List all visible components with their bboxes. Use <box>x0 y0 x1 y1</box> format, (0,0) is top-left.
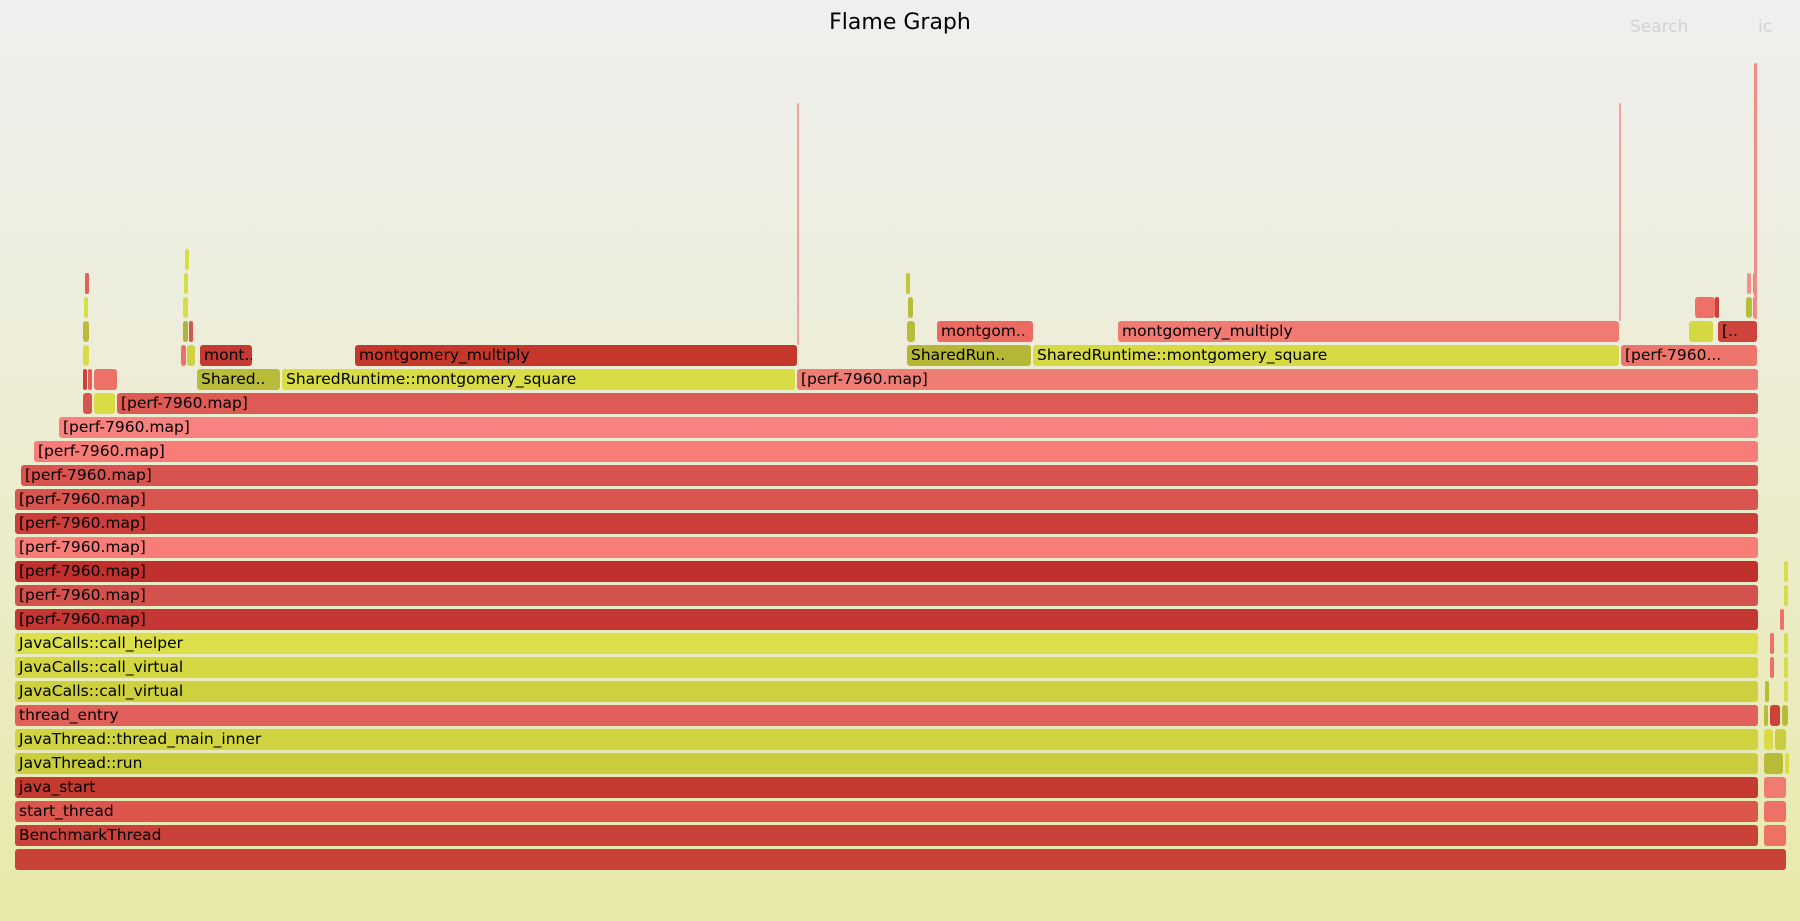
flame-frame[interactable]: [perf-7960... <box>1621 345 1757 366</box>
flame-frame[interactable]: [perf-7960.map] <box>15 489 1758 510</box>
flame-frame-unlabeled[interactable] <box>94 369 117 390</box>
flame-frame-unlabeled[interactable] <box>1770 705 1780 726</box>
flame-frame-unlabeled[interactable] <box>907 321 915 342</box>
flame-spike[interactable] <box>1754 63 1757 319</box>
flame-frame[interactable]: Shared.. <box>197 369 280 390</box>
flame-frame-unlabeled[interactable] <box>83 369 87 390</box>
flame-frame-unlabeled[interactable] <box>908 297 913 318</box>
flame-frame-unlabeled[interactable] <box>1689 321 1713 342</box>
flame-frame[interactable]: [perf-7960.map] <box>21 465 1758 486</box>
flame-frame-unlabeled[interactable] <box>1764 753 1783 774</box>
flame-frame-unlabeled[interactable] <box>1775 729 1786 750</box>
flame-frame[interactable]: [perf-7960.map] <box>117 393 1758 414</box>
flame-frame-unlabeled[interactable] <box>1764 705 1768 726</box>
flame-frame-unlabeled[interactable] <box>183 297 188 318</box>
flame-frame-unlabeled[interactable] <box>1764 777 1786 798</box>
flame-frame[interactable]: SharedRun.. <box>907 345 1031 366</box>
flame-frame[interactable]: [.. <box>1718 321 1757 342</box>
flame-frame-unlabeled[interactable] <box>94 393 115 414</box>
flame-frame-unlabeled[interactable] <box>187 345 195 366</box>
flame-frame-unlabeled[interactable] <box>1770 633 1774 654</box>
flame-frame-unlabeled[interactable] <box>1695 297 1715 318</box>
flame-frame-unlabeled[interactable] <box>1747 273 1751 294</box>
partial-text-label: ic <box>1758 17 1773 37</box>
flame-frame[interactable]: SharedRuntime::montgomery_square <box>282 369 795 390</box>
flame-frame[interactable]: [perf-7960.map] <box>59 417 1758 438</box>
flame-frame-unlabeled[interactable] <box>83 321 89 342</box>
flame-frame[interactable]: JavaCalls::call_virtual <box>15 681 1758 702</box>
flame-frame-unlabeled[interactable] <box>83 393 92 414</box>
flame-frame-unlabeled[interactable] <box>1764 801 1786 822</box>
flame-frame-unlabeled[interactable] <box>1782 705 1788 726</box>
flame-frame-unlabeled[interactable] <box>1746 297 1752 318</box>
flame-frame[interactable]: [perf-7960.map] <box>15 513 1758 534</box>
flame-frame[interactable]: JavaCalls::call_helper <box>15 633 1758 654</box>
flame-frame[interactable]: [perf-7960.map] <box>34 441 1758 462</box>
flame-frame[interactable]: JavaThread::run <box>15 753 1758 774</box>
flame-frame[interactable]: JavaThread::thread_main_inner <box>15 729 1758 750</box>
page-title: Flame Graph <box>829 10 971 35</box>
search-button[interactable]: Search <box>1630 17 1689 37</box>
flame-frame-unlabeled[interactable] <box>1784 681 1788 702</box>
flame-frame-unlabeled[interactable] <box>83 345 89 366</box>
flame-frame-unlabeled[interactable] <box>1784 657 1788 678</box>
flame-frame-unlabeled[interactable] <box>1784 633 1788 654</box>
flame-frame-unlabeled[interactable] <box>88 369 92 390</box>
flame-frame-unlabeled[interactable] <box>1764 729 1773 750</box>
flame-frame[interactable]: montgomery_multiply <box>1118 321 1619 342</box>
flame-frame-unlabeled[interactable] <box>1784 585 1788 606</box>
flame-spike[interactable] <box>1619 103 1621 321</box>
flame-frame-unlabeled[interactable] <box>15 849 1786 870</box>
flame-frame-unlabeled[interactable] <box>1764 825 1786 846</box>
flame-frame[interactable]: mont.. <box>200 345 252 366</box>
flame-frame[interactable]: [perf-7960.map] <box>15 585 1758 606</box>
flame-frame-unlabeled[interactable] <box>183 321 188 342</box>
flame-frame[interactable]: JavaCalls::call_virtual <box>15 657 1758 678</box>
flame-frame[interactable]: thread_entry <box>15 705 1758 726</box>
flame-frame-unlabeled[interactable] <box>184 273 188 294</box>
flame-frame-unlabeled[interactable] <box>1785 753 1789 774</box>
flame-frame-unlabeled[interactable] <box>1715 297 1719 318</box>
flame-frame[interactable]: start_thread <box>15 801 1758 822</box>
flame-frame[interactable]: [perf-7960.map] <box>15 609 1758 630</box>
flame-frame[interactable]: SharedRuntime::montgomery_square <box>1033 345 1619 366</box>
flame-frame-unlabeled[interactable] <box>189 321 193 342</box>
flame-frame[interactable]: [perf-7960.map] <box>797 369 1758 390</box>
flame-spike[interactable] <box>797 103 799 345</box>
flame-frame-unlabeled[interactable] <box>84 297 88 318</box>
flame-frame-unlabeled[interactable] <box>181 345 186 366</box>
flame-frame-unlabeled[interactable] <box>185 249 189 270</box>
flame-frame-unlabeled[interactable] <box>1784 561 1788 582</box>
flame-frame-unlabeled[interactable] <box>906 273 910 294</box>
flame-frame[interactable]: [perf-7960.map] <box>15 537 1758 558</box>
flame-frame[interactable]: montgomery_multiply <box>355 345 797 366</box>
flame-frame-unlabeled[interactable] <box>85 273 89 294</box>
flame-frame[interactable]: [perf-7960.map] <box>15 561 1758 582</box>
flame-frame[interactable]: java_start <box>15 777 1758 798</box>
flame-frame-unlabeled[interactable] <box>1770 657 1774 678</box>
flame-frame[interactable]: BenchmarkThread <box>15 825 1758 846</box>
flame-frame[interactable]: montgom.. <box>937 321 1033 342</box>
flame-frame-unlabeled[interactable] <box>1780 609 1784 630</box>
flame-frame-unlabeled[interactable] <box>1765 681 1769 702</box>
